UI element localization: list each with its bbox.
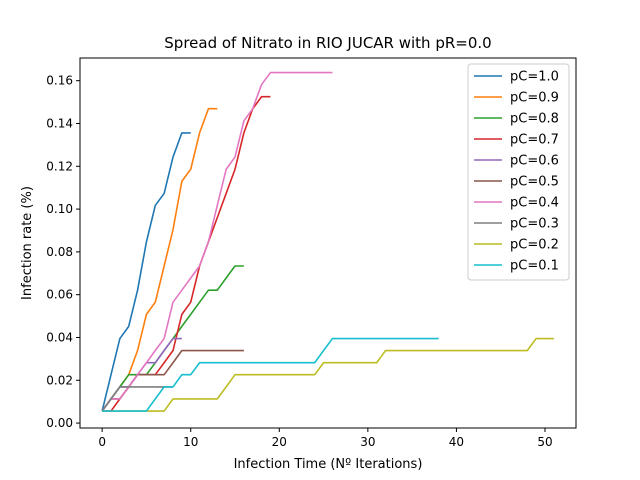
series-line-3 bbox=[102, 95, 271, 412]
y-tick-label-1: 0.02 bbox=[46, 373, 73, 387]
legend: pC=1.0 pC=0.9 pC=0.8 pC=0.7 pC=0.6 pC=0.5 pC=0… bbox=[467, 63, 570, 281]
y-axis-label: Infection rate (%) bbox=[20, 186, 35, 300]
plot-series-group bbox=[101, 71, 554, 412]
chart-title: Spread of Nitrato in RIO JUCAR with pR=0… bbox=[164, 34, 491, 52]
x-tick-label-1: 10 bbox=[183, 435, 198, 449]
y-tick-label-8: 0.16 bbox=[46, 74, 73, 88]
legend-label-8: pC=0.2 bbox=[510, 238, 559, 253]
x-tick-label-2: 20 bbox=[272, 435, 287, 449]
series-line-1 bbox=[101, 107, 218, 412]
series-line-8 bbox=[102, 337, 554, 412]
y-tick-label-3: 0.06 bbox=[46, 288, 73, 302]
x-tick-label-3: 30 bbox=[360, 435, 375, 449]
legend-label-0: pC=1.0 bbox=[510, 70, 559, 85]
plot-frame bbox=[79, 57, 577, 429]
y-axis: 0.00 0.02 0.04 0.06 0.08 0.10 0.12 0.14 0.16 bbox=[46, 74, 80, 430]
legend-label-7: pC=0.3 bbox=[510, 217, 559, 232]
legend-label-1: pC=0.9 bbox=[510, 91, 559, 106]
series-line-6 bbox=[101, 71, 333, 412]
series-line-0 bbox=[101, 132, 191, 412]
legend-label-6: pC=0.4 bbox=[510, 196, 559, 211]
series-line-7 bbox=[101, 386, 173, 412]
y-tick-label-7: 0.14 bbox=[46, 116, 73, 130]
x-tick-label-0: 0 bbox=[98, 435, 106, 449]
y-tick-label-6: 0.12 bbox=[46, 159, 73, 173]
x-tick-label-4: 40 bbox=[449, 435, 464, 449]
y-tick-label-5: 0.10 bbox=[46, 202, 73, 216]
legend-label-9: pC=0.1 bbox=[510, 259, 559, 274]
y-tick-label-2: 0.04 bbox=[46, 330, 73, 344]
legend-label-5: pC=0.5 bbox=[510, 175, 559, 190]
series-line-9 bbox=[102, 337, 439, 412]
x-axis-label: Infection Time (Nº Iterations) bbox=[234, 457, 423, 472]
legend-label-4: pC=0.6 bbox=[510, 154, 559, 169]
legend-label-2: pC=0.8 bbox=[510, 112, 559, 127]
y-tick-label-4: 0.08 bbox=[46, 245, 73, 259]
y-tick-label-0: 0.00 bbox=[46, 416, 73, 430]
x-axis: 0 10 20 30 40 50 bbox=[98, 428, 553, 449]
legend-label-3: pC=0.7 bbox=[510, 133, 559, 148]
x-tick-label-5: 50 bbox=[537, 435, 552, 449]
